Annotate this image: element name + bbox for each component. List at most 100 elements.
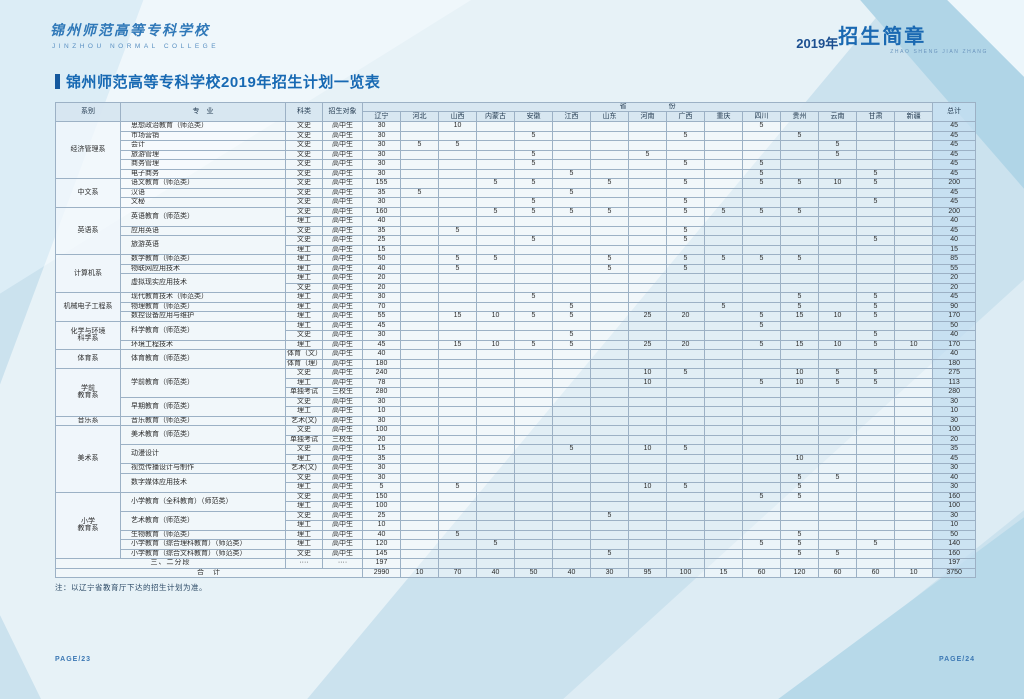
value-cell <box>590 368 629 379</box>
target-cell: 高中生 <box>322 235 363 246</box>
value-cell <box>704 406 743 417</box>
value-cell <box>742 406 781 417</box>
value-cell <box>552 482 591 493</box>
value-cell: 5 <box>666 130 705 142</box>
value-cell: 5 <box>552 168 591 180</box>
value-cell: 10 <box>893 339 934 351</box>
target-cell: 高中生 <box>322 244 363 256</box>
major-cell: 电子商务 <box>120 168 286 180</box>
value-cell <box>514 368 553 379</box>
value-cell <box>742 225 781 237</box>
value-cell <box>704 159 743 170</box>
value-cell <box>590 377 629 389</box>
value-cell: 145 <box>362 548 401 560</box>
value-cell <box>514 529 553 541</box>
value-cell <box>856 225 895 237</box>
value-cell <box>476 482 515 493</box>
value-cell <box>476 225 515 237</box>
value-cell <box>400 358 439 370</box>
value-cell <box>476 510 515 522</box>
value-cell <box>514 216 553 227</box>
value-cell <box>704 529 743 541</box>
total-cell: 180 <box>932 358 977 370</box>
value-cell <box>893 377 934 389</box>
value-cell <box>704 330 743 341</box>
value-cell <box>400 244 439 256</box>
value-cell: 5 <box>514 197 553 208</box>
value-cell <box>818 254 857 265</box>
table-row: 视觉传播设计与制作 艺术(文) 高中生 30 30 <box>56 463 977 474</box>
value-cell <box>400 406 439 417</box>
value-cell: 5 <box>514 159 553 170</box>
value-cell <box>666 187 705 199</box>
value-cell <box>552 415 591 427</box>
table-row: 机械电子工程系 现代教育技术（师范类） 理工 高中生 30 5 5 5 45 <box>55 292 977 322</box>
category-cell: ···· <box>285 558 323 569</box>
category-cell: 理工 <box>285 339 323 351</box>
major-cell: 数控设备应用与维护 <box>120 311 286 322</box>
category-cell: 理工 <box>285 482 323 493</box>
value-cell <box>704 130 743 142</box>
value-cell: 10 <box>476 311 515 322</box>
total-cell: 40 <box>932 349 977 360</box>
value-cell <box>818 225 857 237</box>
value-cell <box>666 244 705 256</box>
value-cell <box>666 501 705 512</box>
value-cell <box>628 244 667 256</box>
value-cell <box>552 320 591 332</box>
value-cell <box>704 282 743 294</box>
total-cell: 140 <box>932 539 977 550</box>
target-cell: 高中生 <box>322 254 363 265</box>
value-cell <box>552 235 591 246</box>
value-cell <box>400 463 439 474</box>
total-cell: 100 <box>932 501 977 512</box>
target-cell: 高中生 <box>322 216 363 227</box>
target-cell: 高中生 <box>322 501 363 512</box>
value-cell <box>438 406 477 417</box>
value-cell <box>856 425 895 436</box>
value-cell <box>628 235 667 246</box>
value-cell <box>818 159 857 170</box>
major-cell: 早期教育（师范类） <box>120 396 286 417</box>
target-cell: 高中生 <box>322 121 363 132</box>
value-cell: 5 <box>476 539 515 550</box>
value-cell <box>704 520 743 531</box>
value-cell <box>818 301 857 313</box>
province-header: 内蒙古 <box>476 111 515 123</box>
table-row: 市场营销 文史 高中生 30 5 5 5 45 <box>56 130 977 142</box>
value-cell <box>628 301 667 313</box>
major-cell: 思想政治教育（师范类） <box>120 121 286 132</box>
value-cell <box>780 510 819 522</box>
category-cell: 理工 <box>285 453 323 465</box>
province-header: 辽宁 <box>362 111 401 123</box>
value-cell <box>590 349 629 360</box>
value-cell <box>780 444 819 455</box>
value-cell <box>552 529 591 541</box>
value-cell <box>856 254 895 265</box>
value-cell <box>476 349 515 360</box>
value-cell <box>893 178 934 189</box>
table-row: 化学与环境 科学系 科学教育（师范类） 理工 高中生 45 5 50 <box>55 320 977 351</box>
value-cell <box>818 529 857 541</box>
value-cell: 25 <box>628 339 667 351</box>
value-cell <box>666 463 705 474</box>
value-cell <box>818 463 857 474</box>
value-cell <box>438 149 477 161</box>
value-cell <box>856 548 895 560</box>
value-cell <box>552 406 591 417</box>
target-cell: 高中生 <box>322 206 363 218</box>
value-cell <box>628 529 667 541</box>
value-cell <box>704 168 743 180</box>
value-cell <box>438 187 477 199</box>
value-cell <box>438 282 477 294</box>
value-cell <box>893 510 934 522</box>
value-cell <box>893 197 934 208</box>
value-cell <box>628 387 667 398</box>
value-cell: 5 <box>742 539 781 550</box>
value-cell <box>704 368 743 379</box>
header-group-row: 系别 专 业 科类 招生对象 省 份 总计 <box>55 101 977 123</box>
value-cell: 10 <box>780 453 819 465</box>
category-cell: 体育（文） <box>285 349 323 360</box>
value-cell <box>438 178 477 189</box>
value-cell <box>628 520 667 531</box>
